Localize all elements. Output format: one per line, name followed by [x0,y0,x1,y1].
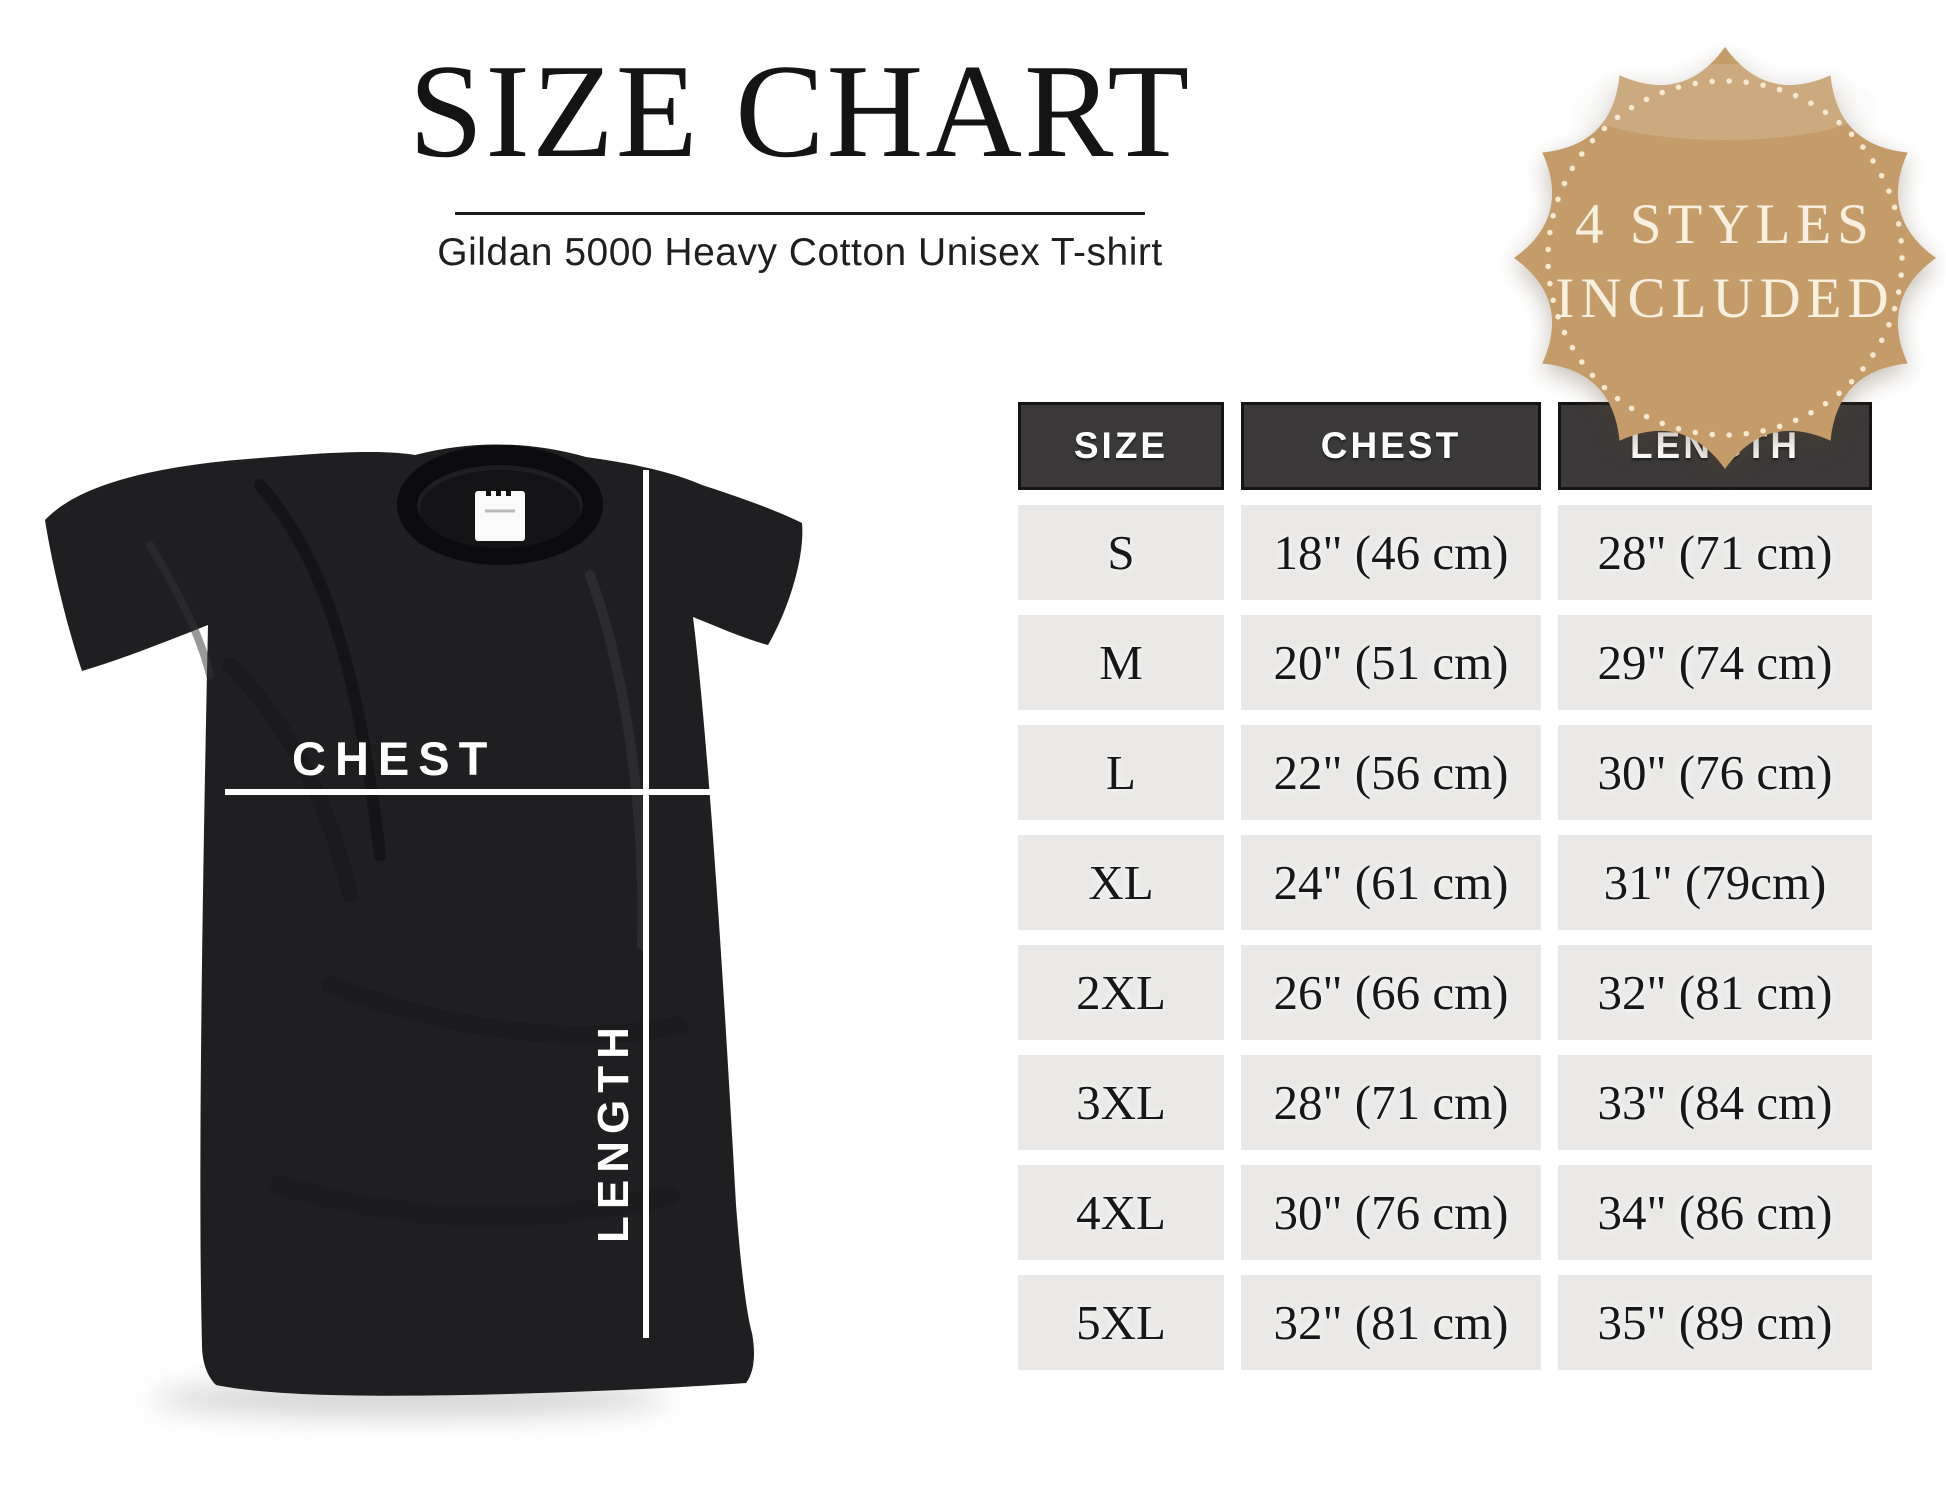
size-cell: 4XL [1018,1165,1224,1260]
chest-cell: 26" (66 cm) [1241,945,1541,1040]
size-cell: M [1018,615,1224,710]
chest-cell: 22" (56 cm) [1241,725,1541,820]
length-cell: 31" (79cm) [1558,835,1872,930]
length-cell: 35" (89 cm) [1558,1275,1872,1370]
length-cell: 28" (71 cm) [1558,505,1872,600]
tshirt-illustration: CHEST LENGTH [45,444,803,1396]
badge-text-line1: 4 STYLES [1575,193,1875,256]
size-table: SIZE CHEST LENGTH S 18" (46 cm) 28" (71 … [1018,402,1872,1370]
title-underline [455,212,1145,216]
length-cell: 29" (74 cm) [1558,615,1872,710]
length-label: LENGTH [589,1020,638,1243]
size-cell: 2XL [1018,945,1224,1040]
length-cell: 32" (81 cm) [1558,945,1872,1040]
fold-highlight [585,570,648,950]
fold-line [254,479,386,861]
size-cell: S [1018,505,1224,600]
tag-stitch [506,487,511,496]
page-title: SIZE CHART [408,37,1192,185]
chest-cell: 20" (51 cm) [1241,615,1541,710]
tshirt-body [45,444,803,1396]
chest-cell: 28" (71 cm) [1241,1055,1541,1150]
badge-gloss-highlight [1575,64,1875,140]
page-subtitle: Gildan 5000 Heavy Cotton Unisex T-shirt [437,231,1163,275]
chest-cell: 30" (76 cm) [1241,1165,1541,1260]
length-cell: 30" (76 cm) [1558,725,1872,820]
size-cell: 5XL [1018,1275,1224,1370]
badge-text-line2: INCLUDED [1555,267,1894,330]
tag-stitch [486,487,491,496]
chest-label: CHEST [292,732,496,785]
fold-line [270,1175,680,1227]
fold-line [222,657,358,903]
size-cell: L [1018,725,1224,820]
tag-stitch [496,487,501,496]
chest-cell: 24" (61 cm) [1241,835,1541,930]
fold-highlight [146,541,214,679]
badge-seal-shape [1514,47,1936,469]
column-header-size: SIZE [1018,402,1224,490]
chest-cell: 32" (81 cm) [1241,1275,1541,1370]
styles-badge: 4 STYLES INCLUDED [1514,47,1936,469]
length-cell: 33" (84 cm) [1558,1055,1872,1150]
chest-cell: 18" (46 cm) [1241,505,1541,600]
size-cell: XL [1018,835,1224,930]
column-header-chest: CHEST [1241,402,1541,490]
length-cell: 34" (86 cm) [1558,1165,1872,1260]
size-cell: 3XL [1018,1055,1224,1150]
collar-ring [397,445,603,565]
neck-tag [475,491,525,541]
title-block: SIZE CHART Gildan 5000 Heavy Cotton Unis… [90,34,1510,275]
badge-dotted-ring [1545,78,1905,438]
fold-line [321,976,689,1044]
